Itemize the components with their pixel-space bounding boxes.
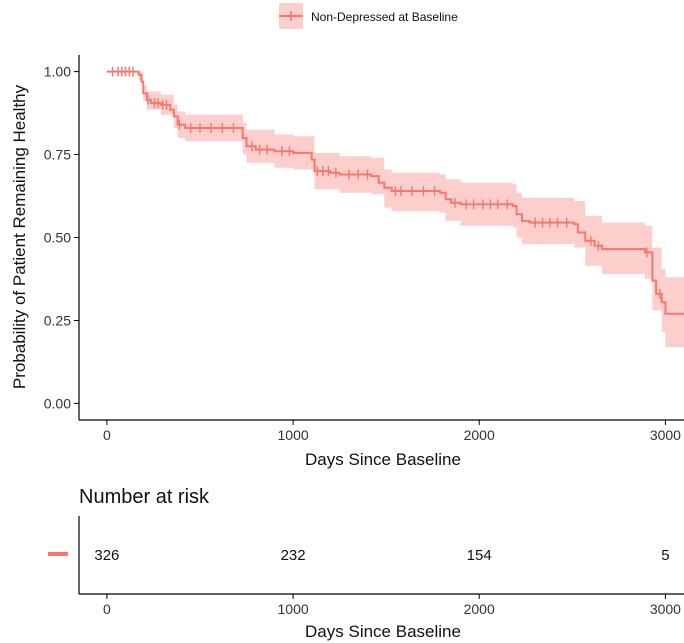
risk-x-ticks: 0 1000 2000 3000 [103, 594, 681, 617]
x-tick-label: 0 [103, 427, 111, 443]
risk-x-tick-label: 2000 [464, 601, 495, 617]
confidence-band [106, 71, 684, 347]
legend-label: Non-Depressed at Baseline [311, 10, 458, 24]
x-axis-title: Days Since Baseline [305, 450, 461, 469]
x-tick-label: 2000 [464, 427, 495, 443]
risk-count: 326 [94, 547, 119, 564]
y-axis-title: Probability of Patient Remaining Healthy [10, 84, 29, 389]
risk-x-tick-label: 3000 [650, 601, 681, 617]
y-tick-label: 0.00 [44, 395, 71, 411]
y-tick-label: 0.25 [44, 313, 71, 329]
risk-count: 5 [661, 547, 669, 564]
x-tick-label: 3000 [650, 427, 681, 443]
confidence-band-layer [106, 71, 684, 347]
risk-x-tick-label: 0 [103, 601, 111, 617]
risk-table-title: Number at risk [79, 486, 210, 508]
y-tick-label: 0.75 [44, 147, 71, 163]
risk-x-axis-title: Days Since Baseline [305, 622, 461, 641]
risk-count: 154 [467, 547, 492, 564]
y-ticks: 0.00 0.25 0.50 0.75 1.00 [44, 64, 79, 411]
x-tick-label: 1000 [278, 427, 309, 443]
risk-table: Number at risk 326 232 154 5 0 1000 2000 3000 … [48, 486, 684, 641]
y-tick-label: 1.00 [44, 64, 71, 80]
survival-line [106, 70, 684, 315]
x-ticks: 0 1000 2000 3000 [103, 420, 681, 443]
survival-plot: 0.00 0.25 0.50 0.75 1.00 0 1000 2000 3000 Days … [10, 55, 684, 469]
risk-count: 232 [281, 547, 306, 564]
legend: Non-Depressed at Baseline [279, 3, 458, 29]
risk-counts: 326 232 154 5 [94, 547, 669, 564]
risk-x-tick-label: 1000 [278, 601, 309, 617]
censor-marks [111, 66, 661, 299]
survival-line-layer [106, 70, 684, 315]
y-tick-label: 0.50 [44, 230, 71, 246]
